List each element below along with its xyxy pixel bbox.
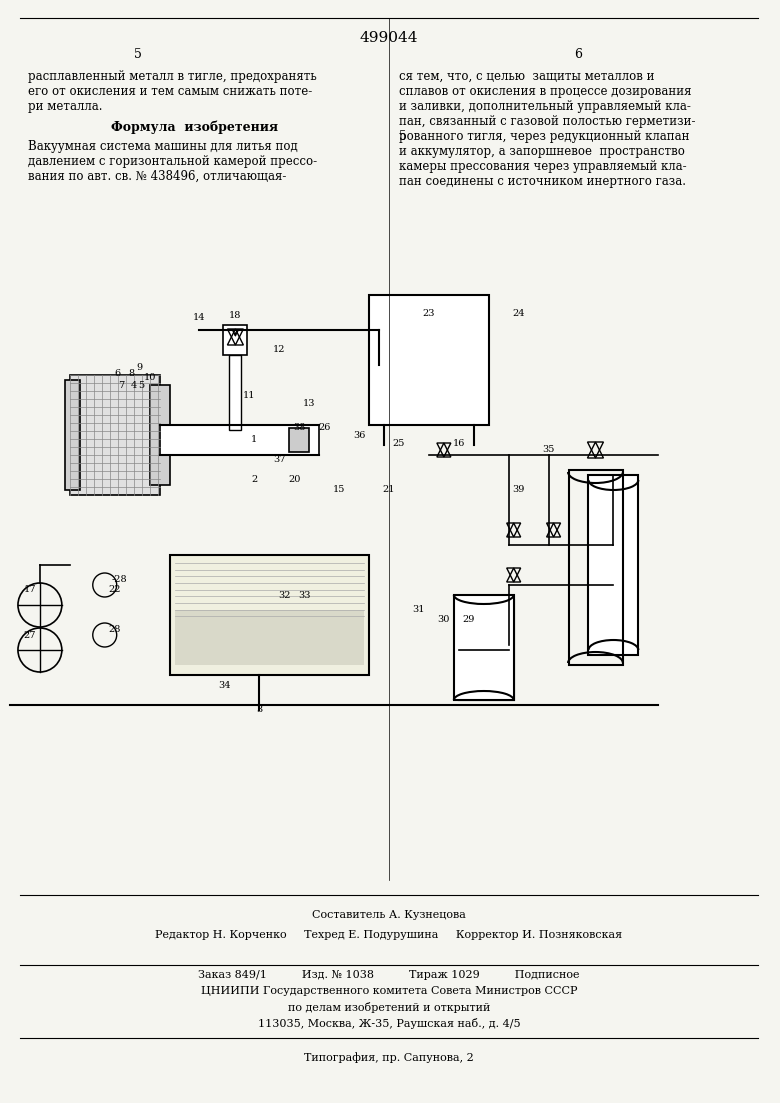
Bar [223, 325, 247, 355]
Text: 17: 17 [23, 586, 36, 595]
Bar [160, 425, 319, 456]
Text: 1: 1 [251, 436, 257, 445]
Text: ЦНИИПИ Государственного комитета Совета Министров СССР: ЦНИИПИ Государственного комитета Совета … [200, 986, 577, 996]
Text: 30: 30 [438, 615, 450, 624]
Text: 26: 26 [318, 424, 331, 432]
Text: сплавов от окисления в процессе дозирования: сплавов от окисления в процессе дозирова… [399, 85, 692, 98]
Text: 37: 37 [273, 456, 285, 464]
Text: 2: 2 [251, 475, 257, 484]
Bar [70, 375, 160, 495]
Text: 18: 18 [229, 311, 242, 320]
Text: 6: 6 [115, 368, 121, 377]
Text: -28: -28 [112, 576, 127, 585]
Bar [459, 600, 514, 700]
Text: 39: 39 [512, 485, 525, 494]
Text: 14: 14 [193, 312, 206, 321]
Text: Заказ 849/1          Изд. № 1038          Тираж 1029          Подписное: Заказ 849/1 Изд. № 1038 Тираж 1029 Подпи… [198, 970, 580, 979]
Text: 8: 8 [129, 368, 135, 377]
Text: 20: 20 [288, 475, 300, 484]
Text: Составитель А. Кузнецова: Составитель А. Кузнецова [312, 910, 466, 920]
Bar [175, 610, 364, 665]
Bar [369, 295, 489, 425]
Text: 25: 25 [393, 439, 405, 448]
Bar [289, 428, 309, 452]
Bar [454, 595, 514, 700]
Text: Вакуумная система машины для литья под: Вакуумная система машины для литья под [28, 140, 298, 153]
Text: ри металла.: ри металла. [28, 100, 102, 113]
Bar [229, 355, 241, 430]
Text: 16: 16 [452, 439, 465, 448]
Bar [569, 470, 623, 665]
Text: Типография, пр. Сапунова, 2: Типография, пр. Сапунова, 2 [304, 1052, 474, 1063]
Text: 29: 29 [463, 615, 475, 624]
Text: 32: 32 [278, 590, 290, 600]
Text: 22: 22 [108, 586, 121, 595]
Text: давлением с горизонтальной камерой прессо-: давлением с горизонтальной камерой пресс… [28, 156, 317, 168]
Text: 31: 31 [413, 606, 425, 614]
Text: 3: 3 [256, 706, 262, 715]
Text: и заливки, дополнительный управляемый кла-: и заливки, дополнительный управляемый кл… [399, 100, 691, 113]
Text: 21: 21 [383, 485, 395, 494]
Text: 34: 34 [218, 681, 231, 689]
Text: Формула  изобретения: Формула изобретения [111, 120, 278, 133]
Text: расплавленный металл в тигле, предохранять: расплавленный металл в тигле, предохраня… [28, 69, 317, 83]
Text: 28: 28 [108, 625, 121, 634]
Text: 113035, Москва, Ж-35, Раушская наб., д. 4/5: 113035, Москва, Ж-35, Раушская наб., д. … [257, 1018, 520, 1029]
Text: 5: 5 [399, 130, 406, 143]
Text: ся тем, что, с целью  защиты металлов и: ся тем, что, с целью защиты металлов и [399, 69, 654, 83]
Text: его от окисления и тем самым снижать поте-: его от окисления и тем самым снижать пот… [28, 85, 312, 98]
Text: 13: 13 [303, 398, 315, 407]
Text: 10: 10 [144, 373, 156, 382]
Bar [150, 385, 169, 485]
Text: 4: 4 [130, 381, 136, 389]
Text: по делам изобретений и открытий: по делам изобретений и открытий [288, 1002, 490, 1013]
Text: 33: 33 [298, 590, 310, 600]
Text: 9: 9 [136, 363, 143, 372]
Text: 35: 35 [542, 446, 555, 454]
Text: 24: 24 [512, 309, 525, 318]
Text: рованного тигля, через редукционный клапан: рованного тигля, через редукционный клап… [399, 130, 690, 143]
Text: 23: 23 [423, 309, 435, 318]
Text: пан, связанный с газовой полостью герметизи-: пан, связанный с газовой полостью гермет… [399, 115, 696, 128]
Text: 499044: 499044 [360, 31, 418, 45]
Bar [169, 555, 369, 675]
Text: 15: 15 [333, 485, 346, 494]
Text: 5: 5 [133, 49, 142, 62]
Text: 27: 27 [23, 631, 36, 640]
Text: 5: 5 [139, 381, 145, 389]
Text: 11: 11 [243, 390, 256, 399]
Text: вания по авт. св. № 438496, отличающая-: вания по авт. св. № 438496, отличающая- [28, 170, 286, 183]
Text: 38: 38 [293, 424, 306, 432]
Text: 12: 12 [273, 345, 285, 354]
Text: пан соединены с источником инертного газа.: пан соединены с источником инертного газ… [399, 175, 686, 188]
Bar [588, 475, 638, 655]
Text: 7: 7 [119, 381, 125, 389]
Text: и аккумулятор, а запоршневое  пространство: и аккумулятор, а запоршневое пространств… [399, 144, 685, 158]
Text: Редактор Н. Корченко     Техред Е. Подурушина     Корректор И. Позняковская: Редактор Н. Корченко Техред Е. Подурушин… [155, 930, 622, 940]
Bar [65, 381, 80, 490]
Text: камеры прессования через управляемый кла-: камеры прессования через управляемый кла… [399, 160, 686, 173]
Text: 6: 6 [575, 49, 583, 62]
Text: 36: 36 [353, 430, 365, 439]
